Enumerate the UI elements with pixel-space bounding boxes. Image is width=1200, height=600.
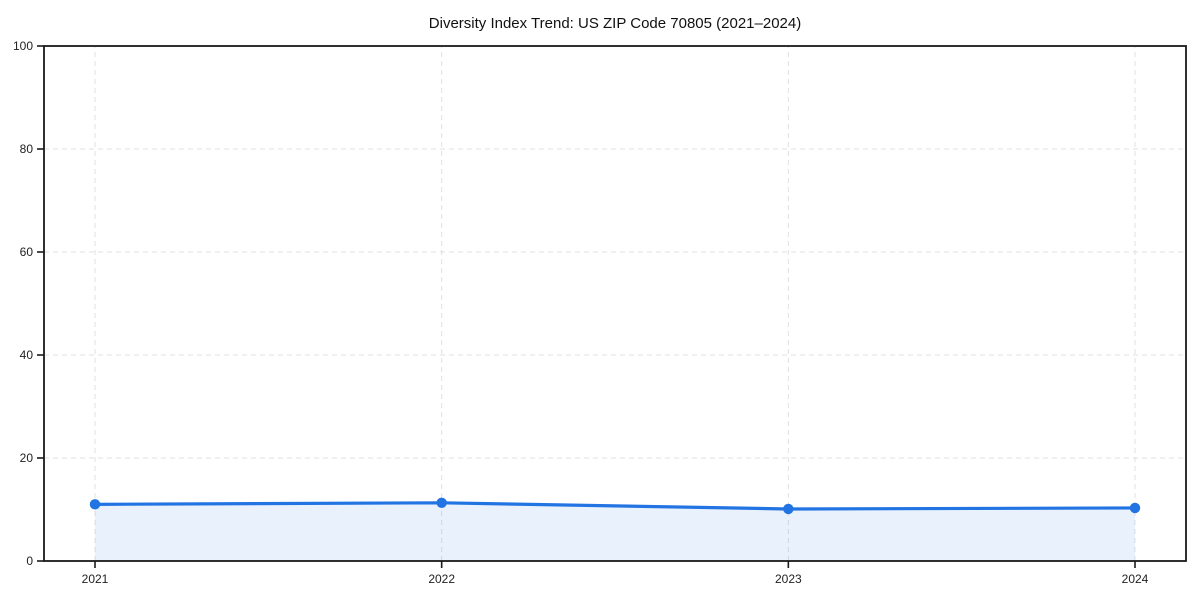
axis-ticks <box>37 45 1136 568</box>
grid-lines <box>44 46 1186 561</box>
y-tick-label-80: 80 <box>20 142 34 156</box>
x-tick-label-2022: 2022 <box>428 572 455 586</box>
x-tick-label-2021: 2021 <box>82 572 109 586</box>
y-tick-label-0: 0 <box>26 554 33 568</box>
y-tick-label-60: 60 <box>20 245 34 259</box>
data-point-2022 <box>436 497 447 509</box>
x-tick-label-2024: 2024 <box>1122 572 1149 586</box>
plot-border <box>43 45 1187 562</box>
area-fill <box>95 502 1135 561</box>
x-tick-label-2023: 2023 <box>775 572 802 586</box>
data-point-2024 <box>1129 502 1141 514</box>
axis-tick-labels: 0 20 40 60 80 100 2021 2022 2023 2024 <box>13 39 1149 586</box>
y-tick-label-100: 100 <box>13 39 33 53</box>
trend-line <box>93 501 1137 511</box>
y-tick-label-20: 20 <box>20 451 34 465</box>
data-point-markers <box>89 497 1141 515</box>
y-tick-label-40: 40 <box>20 348 34 362</box>
data-point-2021 <box>89 499 101 510</box>
data-point-2023 <box>783 503 794 515</box>
chart-title: Diversity Index Trend: US ZIP Code 70805… <box>429 15 801 32</box>
